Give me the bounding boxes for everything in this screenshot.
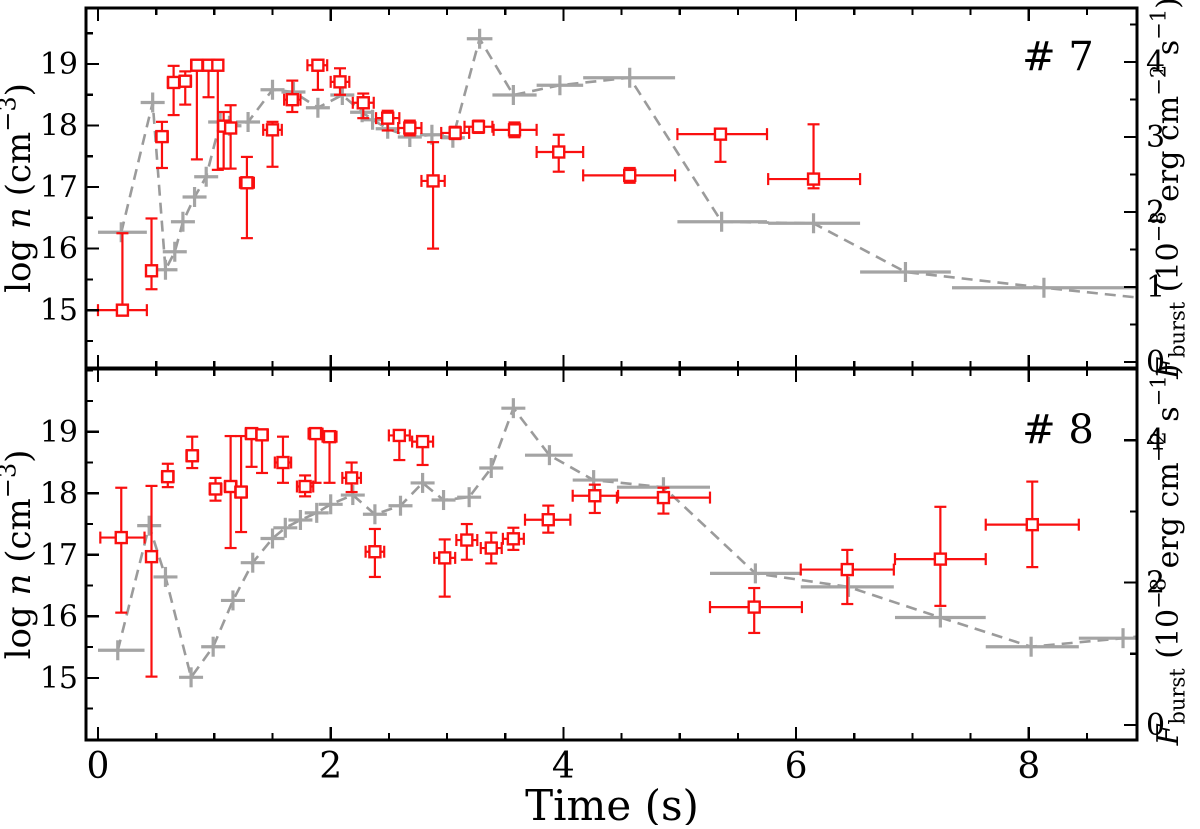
y-right-tick-label: 0 <box>1146 708 1165 743</box>
density-square-marker <box>185 449 199 463</box>
y-right-tick-label: 0 <box>1146 345 1165 380</box>
density-series <box>99 426 1080 678</box>
flux-series <box>97 28 1137 299</box>
density-series <box>96 58 862 317</box>
y-left-tick-label: 15 <box>40 661 78 696</box>
density-square-marker <box>298 479 312 494</box>
y-left-axis-title: log n (cm−3) <box>0 83 39 293</box>
panel-tag: # 7 <box>1022 34 1094 80</box>
density-square-marker <box>144 264 159 278</box>
y-right-tick-label: 2 <box>1146 195 1165 230</box>
y-right-axis-title: Fburst (10−8 erg cm−2 s−1) <box>1146 0 1189 380</box>
y-right-tick-label: 4 <box>1146 45 1165 80</box>
x-tick-label: 4 <box>552 746 575 787</box>
panel-tag: # 8 <box>1022 407 1094 453</box>
panel-7: 15 16 17 18 19 0 1 2 3 4 # 7 <box>40 6 1165 380</box>
density-square-marker <box>166 75 181 90</box>
density-square-marker <box>178 74 192 88</box>
y-right-tick-label: 1 <box>1146 270 1165 305</box>
y-left-tick-label: 19 <box>40 415 78 450</box>
density-square-marker <box>392 428 407 443</box>
y-left-tick-label: 19 <box>40 47 78 82</box>
density-square-marker <box>588 489 602 503</box>
y-left-tick-label: 17 <box>40 538 78 573</box>
x-tick-label: 8 <box>1017 746 1040 787</box>
x-axis-title: Time (s) <box>525 781 699 825</box>
density-square-marker <box>415 434 430 449</box>
density-square-marker <box>155 129 169 144</box>
density-square-marker <box>438 551 452 565</box>
density-square-marker <box>713 127 728 141</box>
y-left-tick-label: 18 <box>40 109 78 144</box>
density-square-marker <box>460 533 474 547</box>
density-square-marker <box>255 428 269 442</box>
density-square-marker <box>806 172 821 186</box>
density-square-marker <box>840 562 854 577</box>
density-square-marker <box>208 482 223 496</box>
density-square-marker <box>448 126 462 140</box>
density-square-marker <box>144 549 159 564</box>
y-right-tick-label: 2 <box>1146 566 1165 601</box>
y-left-tick-label: 16 <box>40 599 78 634</box>
y-left-tick-label: 17 <box>40 170 78 205</box>
density-square-marker <box>161 469 175 484</box>
density-square-marker <box>380 111 395 125</box>
density-square-marker <box>1025 517 1039 532</box>
density-square-marker <box>240 176 254 190</box>
y-left-tick-label: 16 <box>40 232 78 267</box>
density-square-marker <box>506 532 521 546</box>
panel-frame-and-ticks <box>84 367 1139 742</box>
y-right-axis-title: Fburst (10−8 erg cm−2 s−1) <box>1146 364 1189 747</box>
density-square-marker <box>333 75 347 89</box>
density-square-marker <box>234 485 248 499</box>
density-square-marker <box>115 303 130 317</box>
density-square-marker <box>114 530 128 545</box>
density-square-marker <box>471 120 486 134</box>
density-square-marker <box>223 121 238 135</box>
panel-8: 15 16 17 18 19 0 2 4 # 8 <box>40 367 1165 743</box>
density-square-marker <box>484 541 498 555</box>
density-square-marker <box>656 490 671 505</box>
density-square-marker <box>190 58 204 72</box>
x-tick-label: 6 <box>785 746 808 787</box>
y-left-axis-title: log n (cm−3) <box>0 450 39 660</box>
density-square-marker <box>311 58 325 72</box>
y-left-tick-label: 15 <box>40 293 78 328</box>
density-square-marker <box>623 168 637 183</box>
x-tick-label: 0 <box>87 746 110 787</box>
density-square-marker <box>211 58 225 72</box>
density-square-marker <box>265 123 280 137</box>
density-square-marker <box>541 513 555 527</box>
density-square-marker <box>285 92 299 107</box>
density-square-marker <box>308 426 323 441</box>
density-square-marker <box>344 471 359 485</box>
density-square-marker <box>933 552 948 566</box>
density-square-marker <box>368 545 382 559</box>
density-square-marker <box>276 455 290 470</box>
flux-dashed-line <box>116 405 1137 681</box>
density-square-marker <box>403 121 417 135</box>
y-left-tick-label: 18 <box>40 476 78 511</box>
density-square-marker <box>426 174 440 188</box>
x-tick-label: 2 <box>319 746 342 787</box>
density-square-marker <box>507 123 522 137</box>
y-right-tick-label: 4 <box>1146 423 1165 458</box>
density-square-marker <box>747 600 761 614</box>
density-square-marker <box>552 145 566 159</box>
density-square-marker <box>322 429 337 444</box>
y-right-tick-label: 3 <box>1146 120 1165 155</box>
flux-series <box>97 398 1137 688</box>
density-square-marker <box>356 96 370 110</box>
